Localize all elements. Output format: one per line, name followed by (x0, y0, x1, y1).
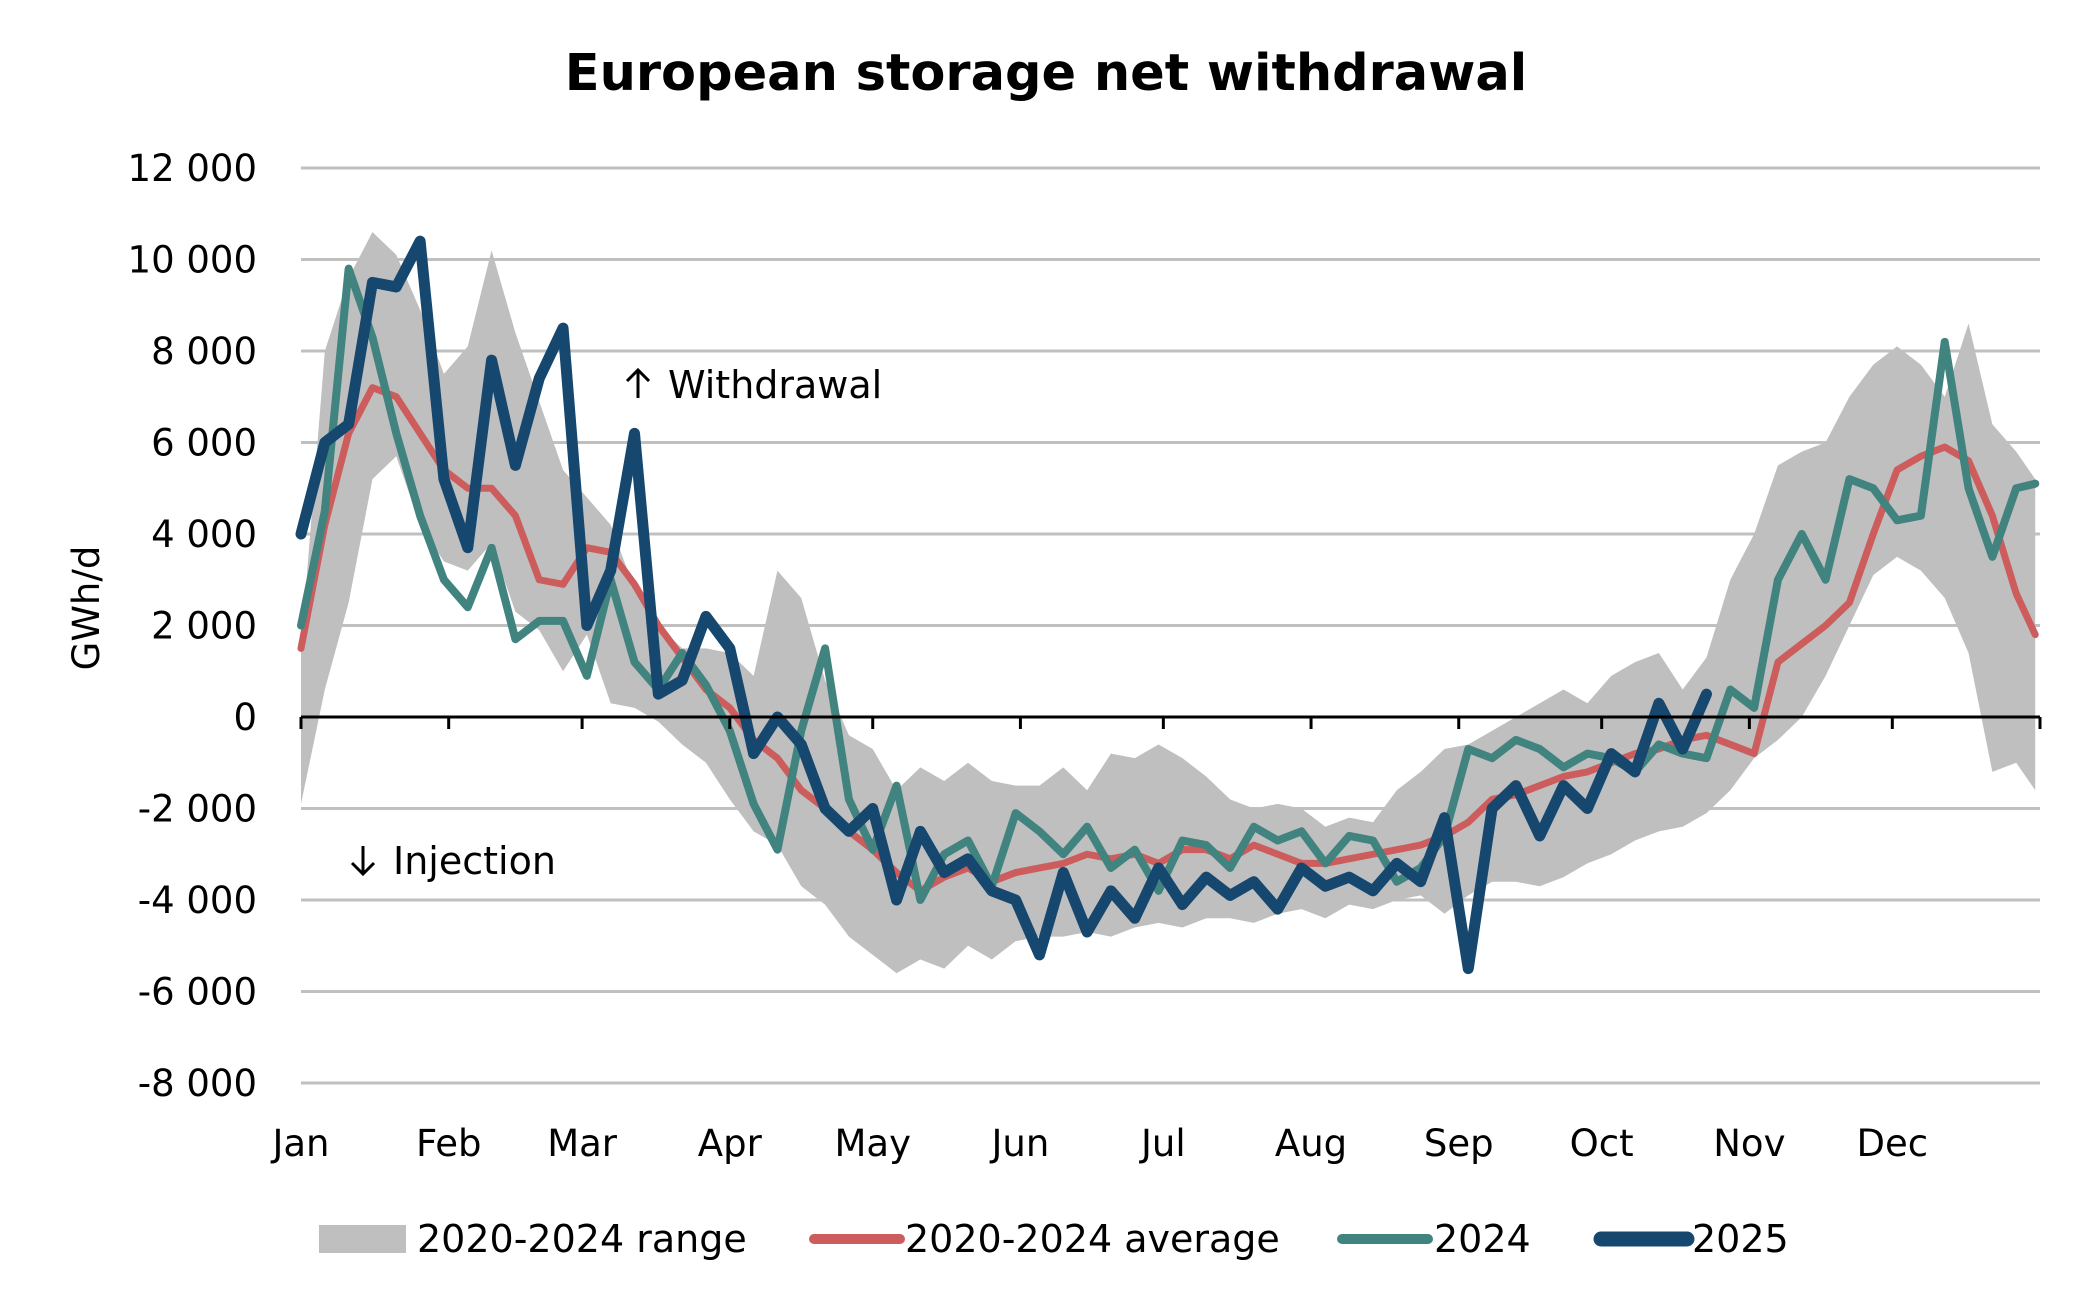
x-tick-label: May (834, 1122, 911, 1165)
y-tick-label: -4 000 (138, 879, 257, 922)
y-tick-label: -6 000 (138, 971, 257, 1014)
annotations: Withdrawal Injection (350, 363, 882, 883)
y-tick-label: 12 000 (128, 147, 257, 190)
series-lines-layer (295, 235, 2040, 975)
y-tick-label: 0 (233, 696, 257, 739)
x-tick-label: Oct (1570, 1122, 1634, 1165)
x-tick-label: Dec (1856, 1122, 1928, 1165)
legend-swatch-band (319, 1225, 406, 1253)
legend-item: 2020-2024 average (809, 1217, 1280, 1261)
y-tick-label: 10 000 (128, 239, 257, 282)
legend-item: 2025 (1593, 1217, 1789, 1261)
x-tick-label: Apr (698, 1122, 763, 1165)
y-tick-label: -2 000 (138, 788, 257, 831)
legend-label: 2020-2024 range (417, 1217, 747, 1261)
series-line-2025 (295, 235, 1712, 975)
chart-title: European storage net withdrawal (565, 44, 1528, 103)
y-tick-label: 2 000 (151, 605, 257, 648)
y-axis-ticks: 12 000 10 000 8 000 6 000 4 000 2 000 0 -2 000 -… (128, 147, 257, 1105)
x-tick-label: Jul (1139, 1122, 1186, 1165)
series-line-2024 (297, 264, 2040, 904)
arrow-up-icon (625, 367, 651, 398)
legend-label: 2025 (1692, 1217, 1789, 1261)
annotation-label: Injection (393, 839, 556, 883)
x-tick-label: Jan (270, 1122, 329, 1165)
y-axis-label: GWh/d (65, 546, 108, 671)
x-tick-label: Aug (1275, 1122, 1347, 1165)
x-tick-label: Jun (990, 1122, 1050, 1165)
y-tick-label: 6 000 (151, 422, 257, 465)
x-tick-label: Mar (547, 1122, 618, 1165)
legend-label: 2020-2024 average (905, 1217, 1280, 1261)
x-tick-label: Sep (1424, 1122, 1494, 1165)
y-tick-label: -8 000 (138, 1062, 257, 1105)
arrow-down-icon (350, 846, 376, 877)
x-axis: Jan Feb Mar Apr May Jun Jul Aug Sep Oct Nov Dec (270, 715, 2042, 1165)
legend-item: 2020-2024 range (319, 1217, 747, 1261)
legend-item: 2024 (1337, 1217, 1531, 1261)
y-tick-label: 4 000 (151, 513, 257, 556)
y-tick-label: 8 000 (151, 330, 257, 373)
legend-label: 2024 (1434, 1217, 1531, 1261)
x-tick-label: Feb (416, 1122, 482, 1165)
legend: 2020-2024 range 2020-2024 average 2024 2025 (319, 1217, 1789, 1261)
x-tick-label: Nov (1713, 1122, 1785, 1165)
annotation-label: Withdrawal (668, 363, 882, 407)
